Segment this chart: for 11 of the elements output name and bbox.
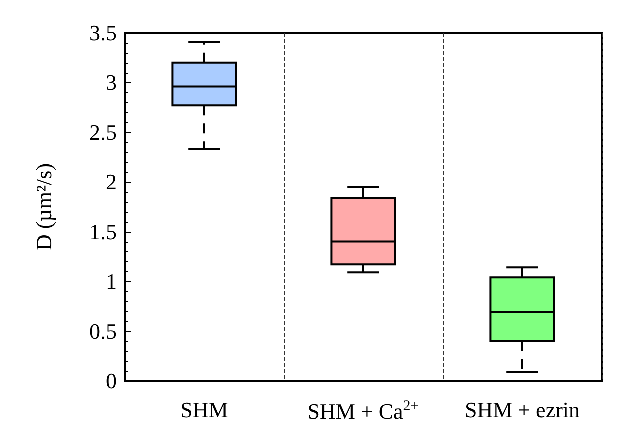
y-tick-label: 0.5: [90, 318, 117, 344]
y-tick-label: 2: [106, 170, 117, 195]
y-tick-label: 3.5: [90, 20, 117, 46]
y-axis-title: D (µm²/s): [32, 163, 56, 251]
x-tick-label: SHM: [180, 398, 228, 422]
x-tick-label: SHM + ezrin: [464, 398, 580, 422]
y-tick-label: 1: [106, 269, 117, 294]
y-tick-label: 1.5: [90, 219, 117, 244]
y-tick-label: 2.5: [90, 120, 117, 145]
y-tick-label: 0: [106, 368, 117, 394]
y-tick-label: 3: [106, 70, 117, 96]
